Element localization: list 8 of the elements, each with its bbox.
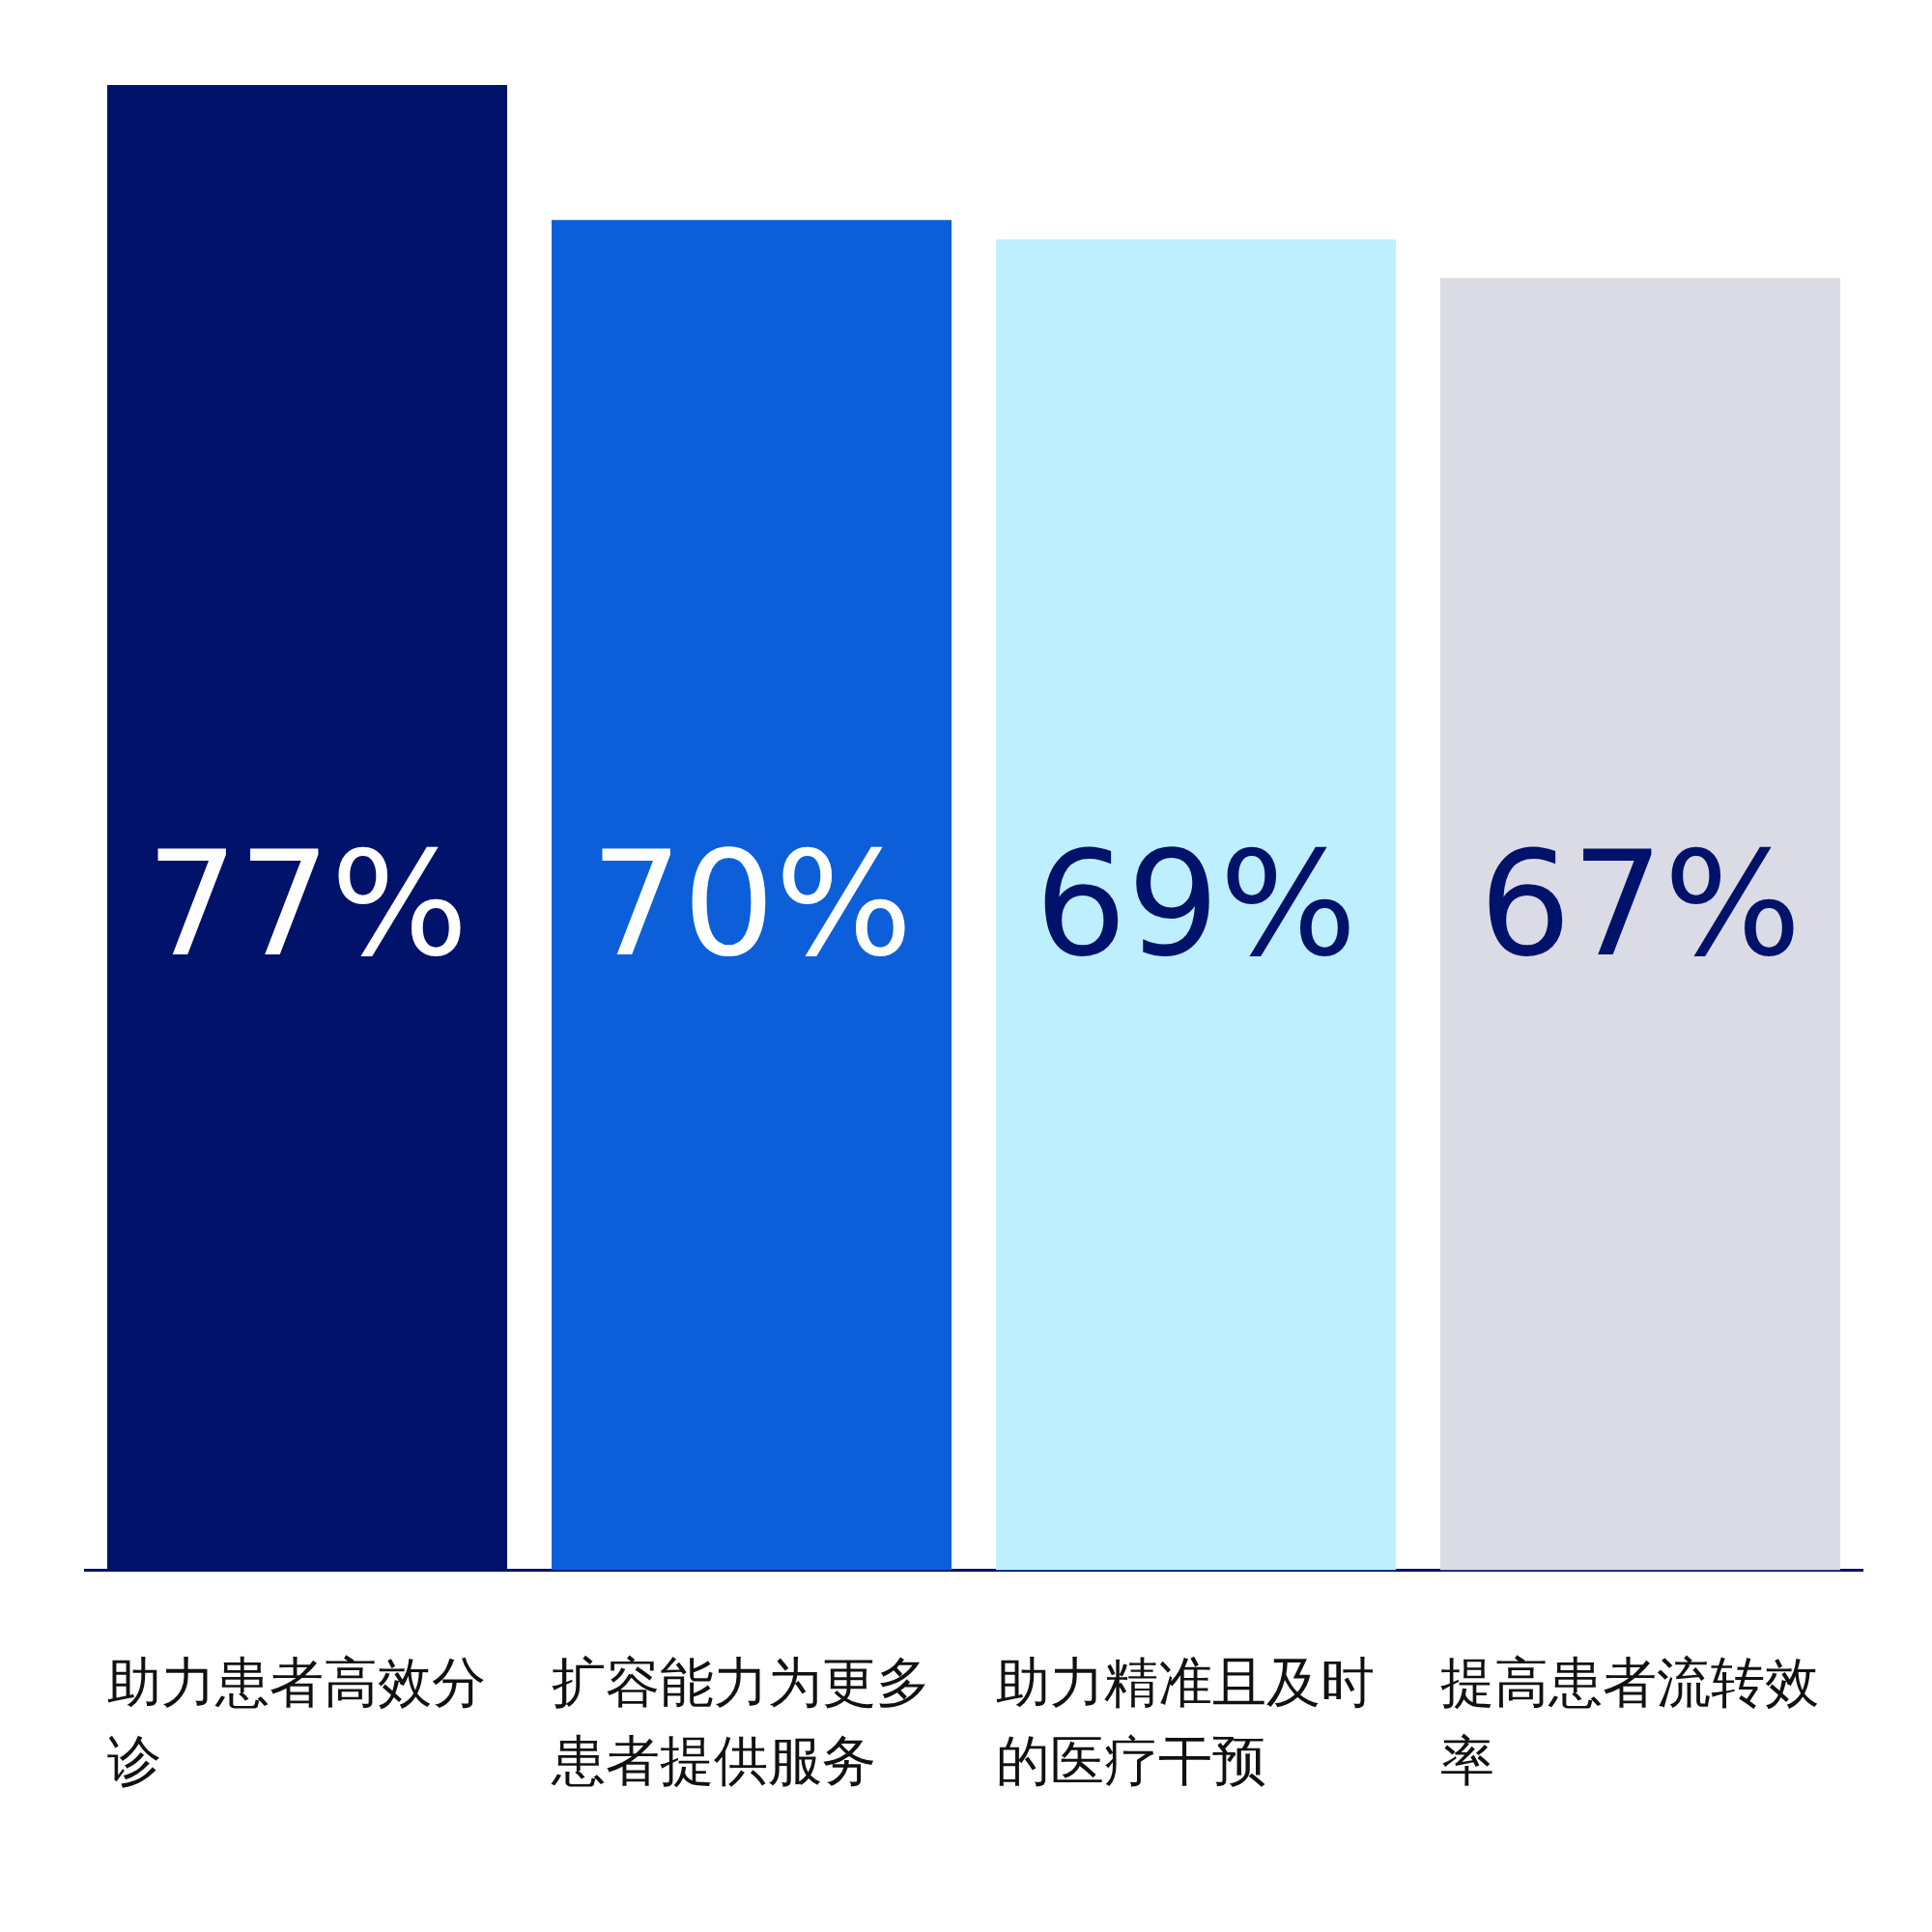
x-tick-label: 助力患者高效分诊 bbox=[107, 1650, 486, 1792]
x-tick-label: 提高患者流转效率 bbox=[1440, 1650, 1819, 1792]
data-label: 77% bbox=[146, 820, 469, 989]
data-label: 70% bbox=[590, 820, 913, 989]
data-label: 69% bbox=[1035, 820, 1357, 989]
x-tick-label: 扩容能力为更多患者提供服务 bbox=[551, 1650, 930, 1792]
data-label: 67% bbox=[1479, 820, 1802, 989]
x-tick-label: 助力精准且及时的医疗干预 bbox=[996, 1650, 1375, 1792]
